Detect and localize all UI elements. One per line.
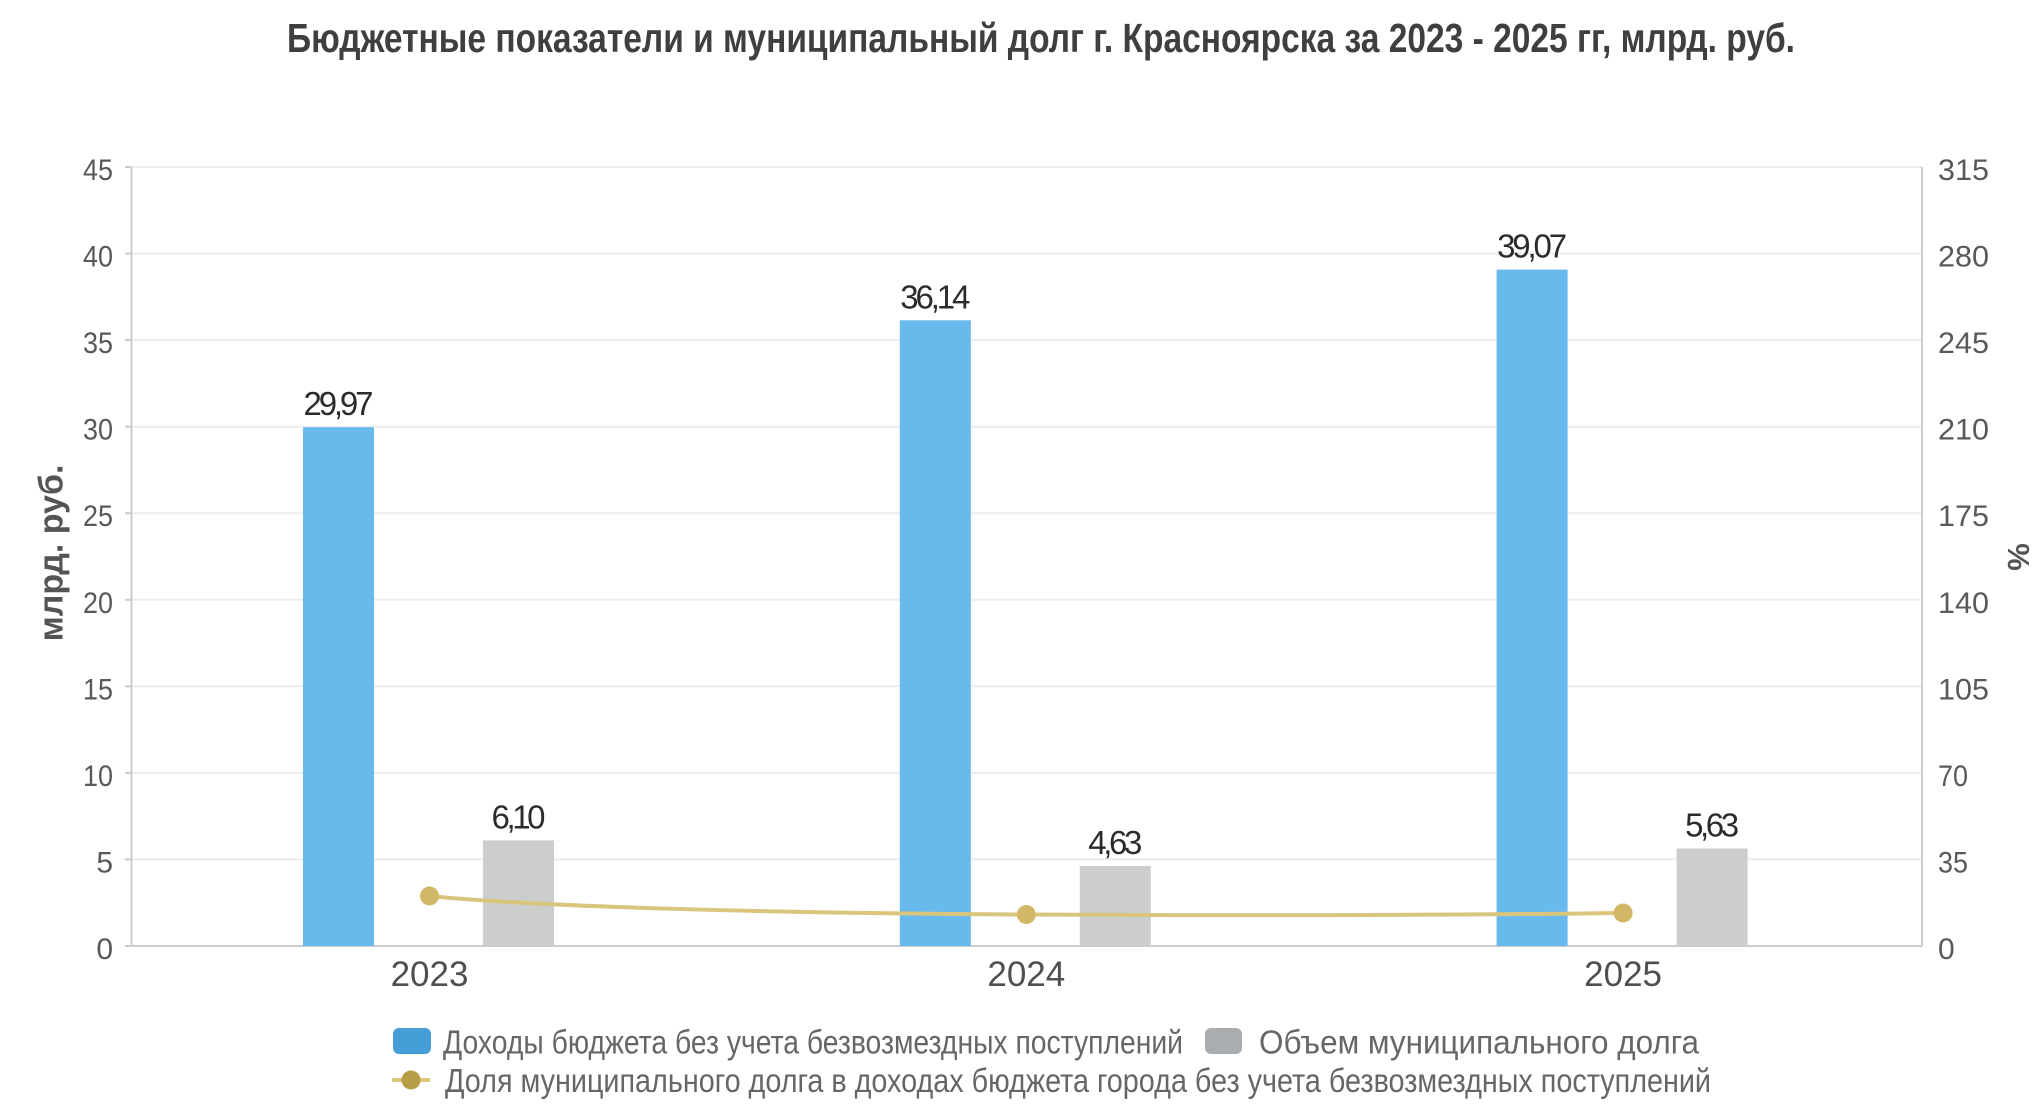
- svg-text:6,10: 6,10: [492, 798, 546, 835]
- svg-text:Объем муниципального долга: Объем муниципального долга: [1259, 1024, 1700, 1061]
- svg-text:%: %: [2001, 543, 2036, 571]
- svg-text:70: 70: [1938, 760, 1968, 793]
- svg-text:245: 245: [1938, 327, 1989, 360]
- svg-text:2023: 2023: [391, 955, 469, 994]
- svg-text:140: 140: [1938, 587, 1989, 620]
- svg-text:175: 175: [1938, 500, 1989, 533]
- svg-text:29,97: 29,97: [304, 385, 374, 422]
- svg-text:40: 40: [83, 241, 113, 274]
- svg-text:2024: 2024: [987, 955, 1065, 994]
- svg-text:Доходы бюджета без учета безво: Доходы бюджета без учета безвозмездных п…: [443, 1024, 1183, 1061]
- svg-text:4,63: 4,63: [1088, 824, 1142, 861]
- svg-text:25: 25: [83, 500, 113, 533]
- svg-text:315: 315: [1938, 154, 1989, 187]
- svg-text:5,63: 5,63: [1685, 807, 1739, 844]
- svg-text:105: 105: [1938, 673, 1989, 706]
- svg-text:5: 5: [96, 846, 113, 879]
- svg-text:35: 35: [1938, 846, 1968, 879]
- svg-text:0: 0: [1938, 933, 1955, 966]
- svg-text:280: 280: [1938, 241, 1989, 274]
- svg-text:20: 20: [83, 587, 113, 620]
- svg-text:Доля муниципального долга в до: Доля муниципального долга в доходах бюдж…: [445, 1062, 1711, 1099]
- svg-text:30: 30: [83, 414, 113, 447]
- svg-text:10: 10: [83, 760, 113, 793]
- svg-text:Бюджетные показатели и муницип: Бюджетные показатели и муниципальный дол…: [287, 15, 1795, 61]
- svg-text:39,07: 39,07: [1497, 228, 1567, 265]
- svg-text:млрд. руб.: млрд. руб.: [33, 465, 71, 642]
- svg-text:2025: 2025: [1584, 955, 1662, 994]
- svg-text:35: 35: [83, 327, 113, 360]
- svg-text:210: 210: [1938, 414, 1989, 447]
- svg-text:45: 45: [83, 154, 113, 187]
- svg-text:36,14: 36,14: [900, 278, 970, 315]
- svg-text:15: 15: [83, 673, 113, 706]
- svg-text:0: 0: [96, 933, 113, 966]
